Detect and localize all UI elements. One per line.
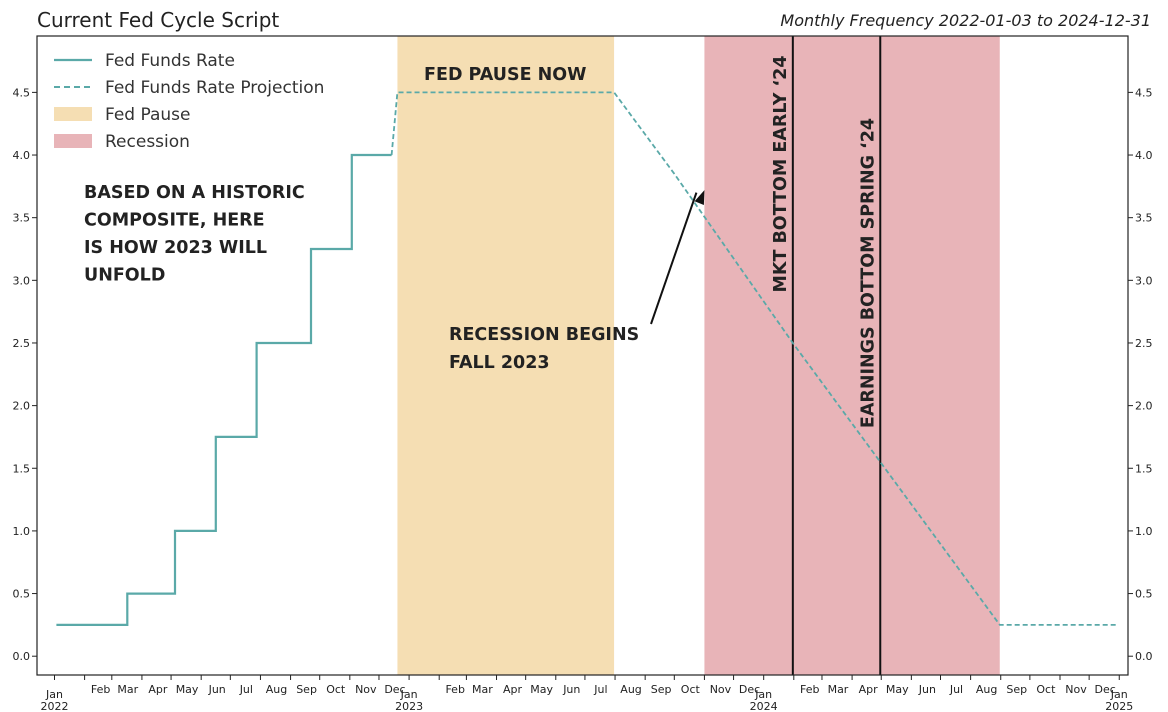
x-tick-label: May — [530, 683, 553, 696]
shaded-region-fed-pause — [397, 36, 615, 675]
annotation-recession-line: RECESSION BEGINS — [449, 325, 639, 345]
x-tick-label: Jul — [239, 683, 253, 696]
x-tick-year-label: 2024 — [750, 700, 778, 712]
x-tick-label: Jan — [754, 688, 772, 701]
annotation-composite-line: UNFOLD — [84, 266, 165, 286]
legend-swatch-patch — [54, 134, 92, 148]
annotation-arrowhead — [694, 190, 705, 205]
legend-label: Fed Funds Rate Projection — [105, 78, 324, 98]
y-tick-label-right: 3.0 — [1135, 274, 1153, 287]
y-tick-label-right: 2.5 — [1135, 337, 1153, 350]
annotation-composite-line: COMPOSITE, HERE — [84, 211, 265, 231]
x-tick-label: Feb — [445, 683, 464, 696]
y-tick-label-right: 2.0 — [1135, 400, 1153, 413]
annotation-composite-line: BASED ON A HISTORIC — [84, 183, 305, 203]
vertical-line-label: MKT BOTTOM EARLY ‘24 — [771, 55, 791, 292]
vertical-line-label: EARNINGS BOTTOM SPRING ‘24 — [858, 118, 878, 428]
series-line-fed-funds-rate-projection — [390, 91, 1119, 626]
x-tick-label: Sep — [1006, 683, 1027, 696]
x-tick-label: Aug — [266, 683, 287, 696]
legend-label: Fed Pause — [105, 105, 191, 125]
x-tick-label: Nov — [355, 683, 377, 696]
x-tick-label: Jul — [593, 683, 607, 696]
x-tick-label: Dec — [384, 683, 405, 696]
x-tick-label: Oct — [326, 683, 346, 696]
x-tick-label: Jul — [949, 683, 963, 696]
y-tick-label-right: 0.5 — [1135, 588, 1153, 601]
series-line-fed-funds-rate — [56, 153, 392, 627]
y-tick-label-right: 3.5 — [1135, 212, 1153, 225]
x-tick-label: May — [886, 683, 909, 696]
y-tick-label-right: 1.5 — [1135, 462, 1153, 475]
annotation-fed-pause: FED PAUSE NOW — [424, 65, 586, 85]
x-tick-label: Apr — [503, 683, 523, 696]
y-tick-label-right: 4.0 — [1135, 149, 1153, 162]
y-tick-label-left: 4.5 — [13, 86, 31, 99]
x-tick-label: Sep — [296, 683, 317, 696]
x-tick-label: May — [176, 683, 199, 696]
x-tick-label: Feb — [800, 683, 819, 696]
x-tick-label: Mar — [117, 683, 138, 696]
legend-swatch-patch — [54, 107, 92, 121]
x-tick-label: Mar — [472, 683, 493, 696]
x-tick-label: Apr — [859, 683, 879, 696]
x-tick-label: Aug — [620, 683, 641, 696]
x-tick-label: Mar — [828, 683, 849, 696]
y-tick-label-left: 0.0 — [13, 650, 31, 663]
x-tick-label: Apr — [148, 683, 168, 696]
x-tick-label: Feb — [91, 683, 110, 696]
x-tick-label: Jan — [400, 688, 418, 701]
x-tick-year-label: 2025 — [1105, 700, 1133, 712]
y-tick-label-left: 1.5 — [13, 462, 31, 475]
chart-subtitle: Monthly Frequency 2022-01-03 to 2024-12-… — [780, 11, 1151, 30]
shaded-region-recession — [704, 36, 1000, 675]
x-tick-label: Jun — [918, 683, 936, 696]
x-tick-label: Oct — [1036, 683, 1056, 696]
x-tick-year-label: 2023 — [395, 700, 423, 712]
x-tick-label: Oct — [681, 683, 701, 696]
x-tick-label: Nov — [710, 683, 732, 696]
y-tick-label-right: 1.0 — [1135, 525, 1153, 538]
x-tick-year-label: 2022 — [40, 700, 68, 712]
x-tick-label: Nov — [1065, 683, 1087, 696]
y-tick-label-right: 0.0 — [1135, 650, 1153, 663]
y-tick-label-left: 4.0 — [13, 149, 31, 162]
y-tick-label-left: 1.0 — [13, 525, 31, 538]
x-tick-label: Aug — [976, 683, 997, 696]
y-tick-label-left: 3.0 — [13, 274, 31, 287]
annotation-arrow — [650, 192, 698, 325]
legend-label: Fed Funds Rate — [105, 51, 235, 71]
x-tick-label: Jan — [1110, 688, 1128, 701]
y-tick-label-left: 0.5 — [13, 588, 31, 601]
annotation-composite-line: IS HOW 2023 WILL — [84, 238, 267, 258]
x-tick-label: Dec — [1094, 683, 1115, 696]
y-tick-label-left: 2.5 — [13, 337, 31, 350]
x-tick-label: Jun — [562, 683, 580, 696]
x-tick-label: Dec — [739, 683, 760, 696]
y-tick-label-left: 3.5 — [13, 212, 31, 225]
x-tick-label: Jun — [208, 683, 226, 696]
y-tick-label-right: 4.5 — [1135, 86, 1153, 99]
chart-title: Current Fed Cycle Script — [37, 8, 280, 32]
annotation-recession-line: FALL 2023 — [449, 353, 550, 373]
x-tick-label: Jan — [45, 688, 63, 701]
legend-label: Recession — [105, 132, 190, 152]
y-tick-label-left: 2.0 — [13, 400, 31, 413]
plot-frame — [36, 35, 1129, 676]
x-tick-label: Sep — [651, 683, 672, 696]
